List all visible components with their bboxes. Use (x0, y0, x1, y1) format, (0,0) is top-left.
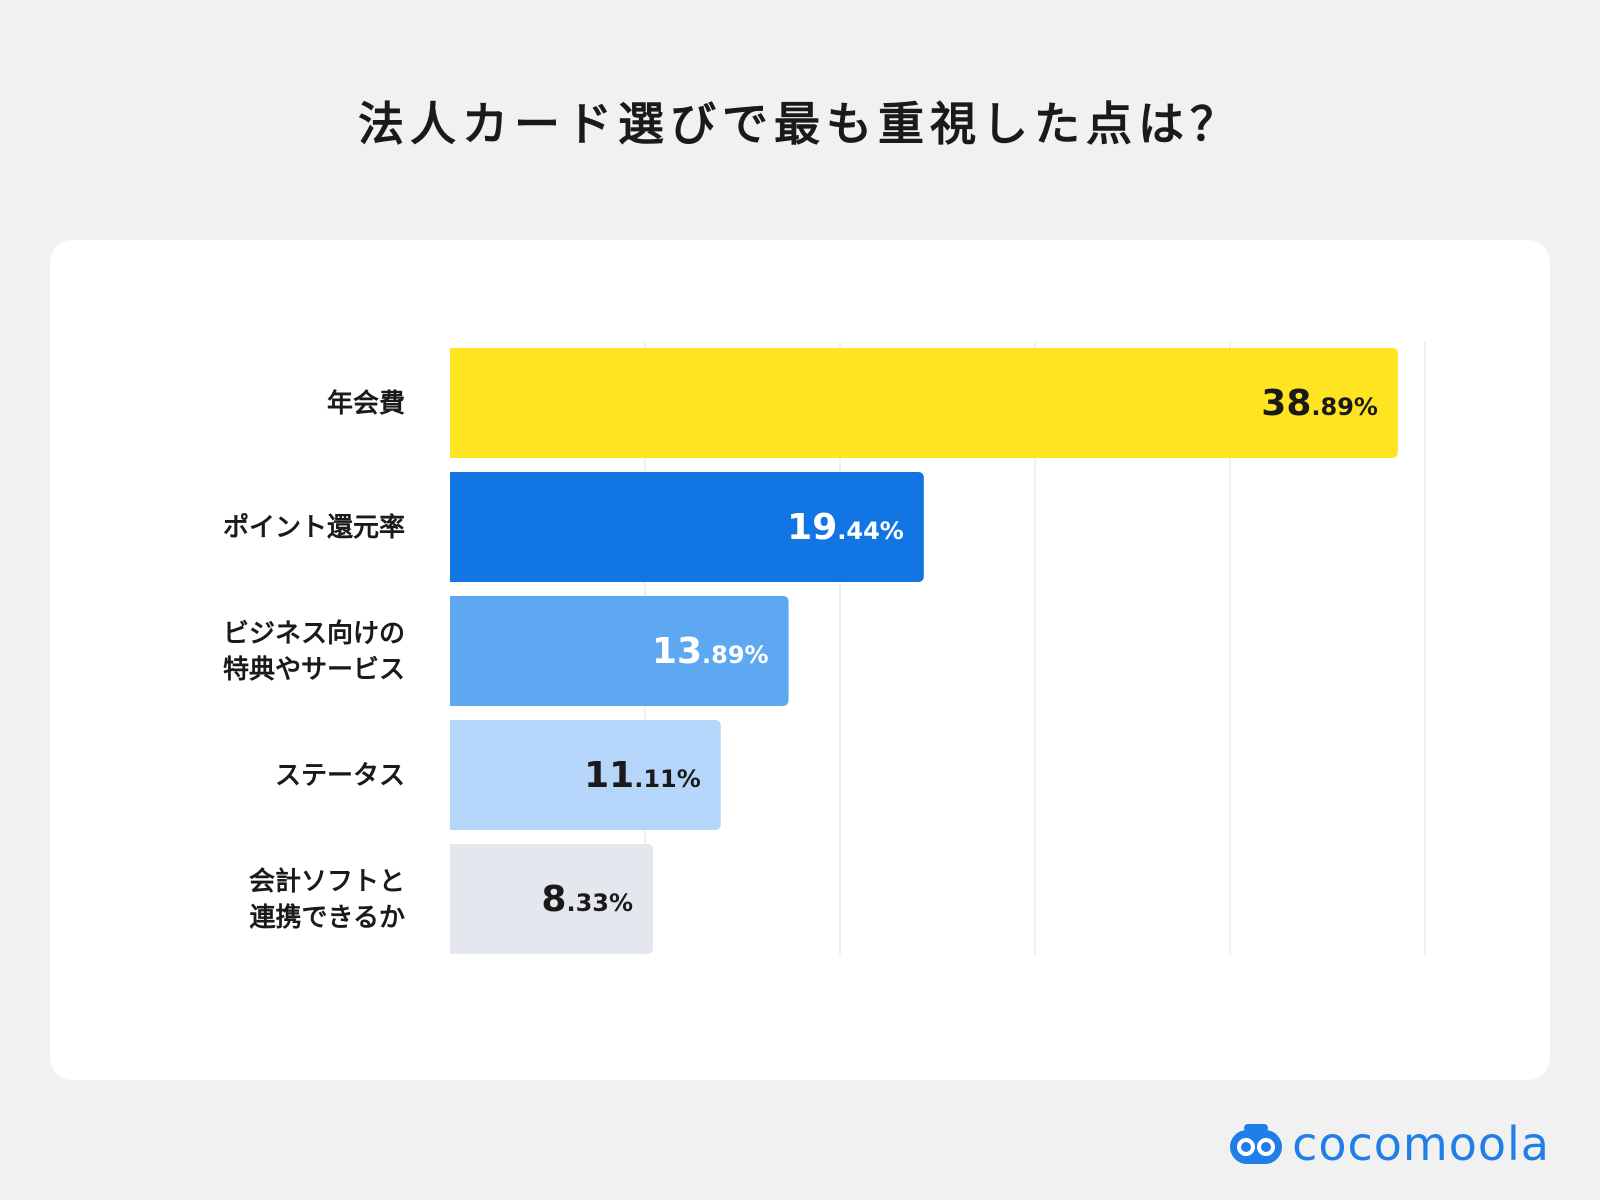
bar (450, 844, 654, 954)
value-label: 13.89% (652, 631, 769, 672)
brand-logo: cocomoola (1228, 1116, 1550, 1172)
chart-panel: 年会費 38.89% ポイント還元率 19.44% ビジネス向けの特典やサービス 13.8… (50, 240, 1550, 1080)
value-label: 19.44% (787, 507, 904, 548)
value-label: 11.11% (584, 755, 701, 796)
category-label: ポイント還元率 (223, 512, 405, 543)
bar (450, 472, 924, 582)
category-label: ビジネス向けの特典やサービス (223, 618, 405, 685)
bar (450, 596, 789, 706)
chart-title: 法人カード選びで最も重視した点は？ (358, 97, 1242, 151)
bar (450, 348, 1398, 458)
category-label: 年会費 (327, 388, 405, 419)
category-label: ステータス (275, 761, 405, 791)
logo-text: cocomoola (1292, 1117, 1550, 1171)
bar (450, 720, 721, 830)
bar-chart: 年会費 38.89% ポイント還元率 19.44% ビジネス向けの特典やサービス 13.8… (223, 342, 1426, 955)
value-label: 38.89% (1261, 383, 1378, 424)
category-label: 会計ソフトと連携できるか (249, 866, 405, 933)
value-label: 8.33% (541, 879, 633, 920)
logo-mark-icon (1230, 1124, 1283, 1164)
